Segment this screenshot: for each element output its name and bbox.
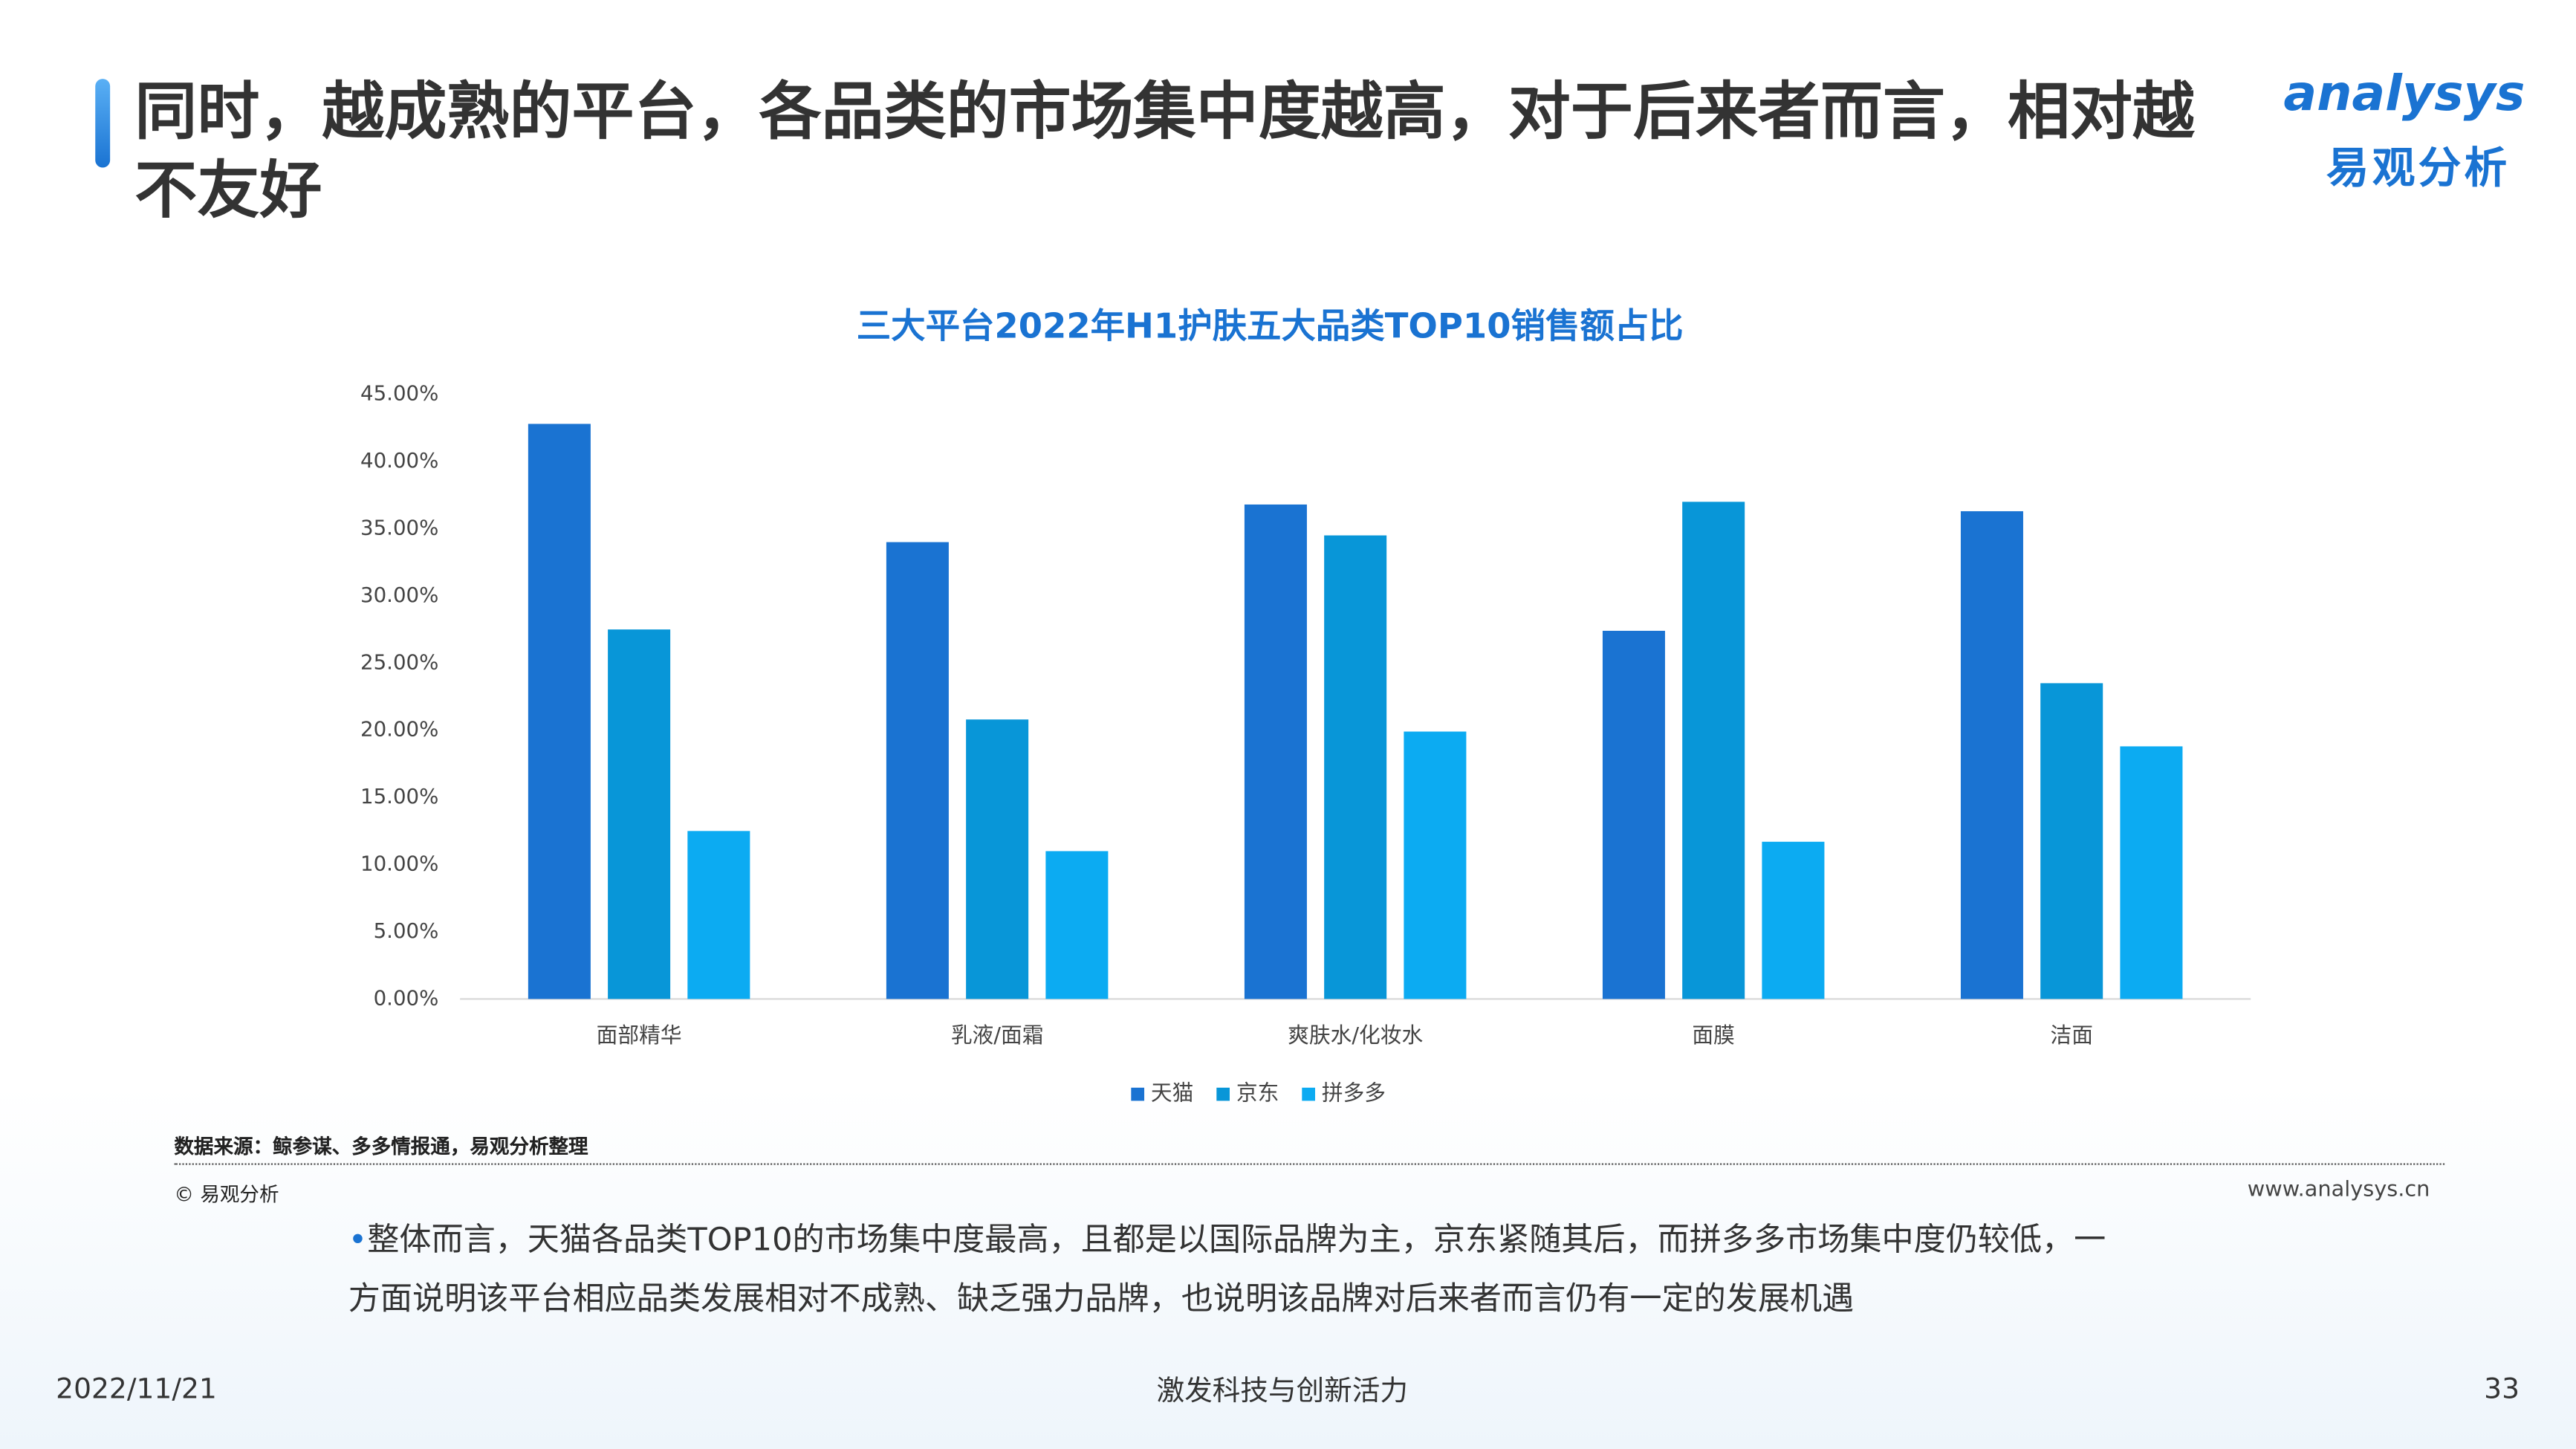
y-tick-label: 40.00% <box>360 448 438 473</box>
copyright: © 易观分析 <box>174 1182 279 1206</box>
bar <box>687 831 750 999</box>
y-tick-label: 35.00% <box>360 515 438 539</box>
bar <box>1324 535 1387 999</box>
page-number: 33 <box>2484 1373 2520 1407</box>
bar <box>1602 630 1665 999</box>
legend-swatch <box>1131 1087 1145 1101</box>
y-tick-label: 20.00% <box>360 717 438 742</box>
bar <box>1762 841 1825 999</box>
logo-text: analysys <box>2283 65 2525 123</box>
slogan: 激发科技与创新活力 <box>1156 1375 1408 1408</box>
y-tick-label: 25.00% <box>360 649 438 674</box>
separator <box>174 1163 2445 1165</box>
bar <box>1404 731 1467 999</box>
legend-label: 拼多多 <box>1322 1080 1386 1106</box>
y-tick-label: 45.00% <box>360 381 438 406</box>
website: www.analysys.cn <box>2247 1178 2430 1203</box>
x-tick-label: 面膜 <box>1692 1022 1734 1048</box>
slide-title: 同时，越成熟的平台，各品类的市场集中度越高，对于后来者而言，相对越不友好 <box>134 75 2196 227</box>
bar <box>1244 504 1307 999</box>
x-tick-label: 洁面 <box>2050 1022 2092 1048</box>
body-text: 整体而言，天猫各品类TOP10的市场集中度最高，且都是以国际品牌为主，京东紧随其… <box>348 1211 2123 1329</box>
x-tick-label: 面部精华 <box>597 1022 682 1048</box>
source-note: 数据来源：鲸参谋、多多情报通，易观分析整理 <box>174 1135 588 1158</box>
logo-text-cn: 易观分析 <box>2326 144 2511 194</box>
y-tick-label: 0.00% <box>374 985 439 1010</box>
bar <box>1682 502 1745 999</box>
bar <box>528 424 591 999</box>
date: 2022/11/21 <box>56 1373 217 1407</box>
legend-swatch <box>1216 1087 1230 1101</box>
y-tick-label: 5.00% <box>374 918 439 943</box>
bar <box>2040 683 2103 999</box>
x-tick-label: 爽肤水/化妆水 <box>1288 1022 1423 1048</box>
y-tick-label: 30.00% <box>360 583 438 607</box>
legend-label: 京东 <box>1236 1080 1279 1106</box>
y-tick-label: 10.00% <box>360 852 438 876</box>
y-tick-label: 15.00% <box>360 784 438 808</box>
x-tick-label: 乳液/面霜 <box>951 1022 1044 1048</box>
bar <box>608 629 671 999</box>
bar <box>966 719 1029 999</box>
bar <box>2120 746 2183 999</box>
title-accent <box>95 79 111 168</box>
bar <box>1045 851 1109 999</box>
chart-title: 三大平台2022年H1护肤五大品类TOP10销售额占比 <box>857 306 1684 346</box>
legend-swatch <box>1302 1087 1315 1101</box>
bar <box>1960 510 2023 999</box>
bar <box>886 542 949 999</box>
legend-label: 天猫 <box>1151 1080 1193 1106</box>
